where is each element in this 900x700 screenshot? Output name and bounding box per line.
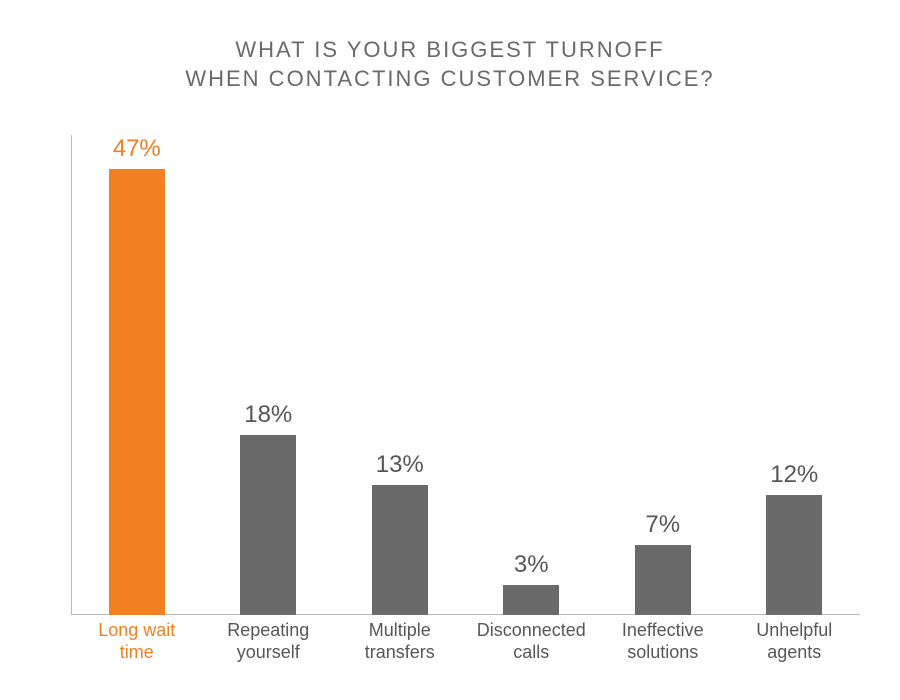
chart-container: WHAT IS YOUR BIGGEST TURNOFF WHEN CONTAC…: [0, 0, 900, 700]
category-label-line: agents: [729, 642, 860, 664]
bar-slot: 3%: [466, 135, 597, 615]
bars-group: 47% 18% 13% 3% 7% 12%: [71, 135, 860, 615]
chart-title-line1: WHAT IS YOUR BIGGEST TURNOFF: [0, 36, 900, 65]
value-label: 13%: [376, 451, 424, 479]
value-label: 7%: [645, 511, 680, 539]
category-label: Ineffective solutions: [597, 620, 728, 663]
category-label: Disconnected calls: [466, 620, 597, 663]
category-label-line: Long wait: [71, 620, 202, 642]
bar: [635, 545, 691, 615]
category-label-line: transfers: [334, 642, 465, 664]
category-label-line: Multiple: [334, 620, 465, 642]
category-label-line: solutions: [597, 642, 728, 664]
bar: [503, 585, 559, 615]
value-label: 12%: [770, 461, 818, 489]
value-label: 47%: [113, 135, 161, 163]
bar: [109, 169, 165, 615]
category-label: Multiple transfers: [334, 620, 465, 663]
bar-slot: 18%: [203, 135, 334, 615]
value-label: 3%: [514, 551, 549, 579]
category-label-line: calls: [466, 642, 597, 664]
chart-title: WHAT IS YOUR BIGGEST TURNOFF WHEN CONTAC…: [0, 0, 900, 93]
category-label-line: time: [71, 642, 202, 664]
bar-slot: 47%: [71, 135, 202, 615]
category-label-line: Repeating: [203, 620, 334, 642]
bar-slot: 12%: [729, 135, 860, 615]
category-label: Unhelpful agents: [729, 620, 860, 663]
category-label-line: Ineffective: [597, 620, 728, 642]
bar: [240, 435, 296, 615]
plot-area: 47% 18% 13% 3% 7% 12%: [35, 135, 860, 615]
bar-slot: 7%: [597, 135, 728, 615]
x-labels: Long wait time Repeating yourself Multip…: [71, 620, 860, 663]
bar-slot: 13%: [334, 135, 465, 615]
category-label-line: yourself: [203, 642, 334, 664]
value-label: 18%: [244, 401, 292, 429]
category-label: Repeating yourself: [203, 620, 334, 663]
category-label-line: Unhelpful: [729, 620, 860, 642]
bar: [766, 495, 822, 615]
chart-title-line2: WHEN CONTACTING CUSTOMER SERVICE?: [0, 65, 900, 94]
category-label-line: Disconnected: [466, 620, 597, 642]
bar: [372, 485, 428, 615]
category-label: Long wait time: [71, 620, 202, 663]
